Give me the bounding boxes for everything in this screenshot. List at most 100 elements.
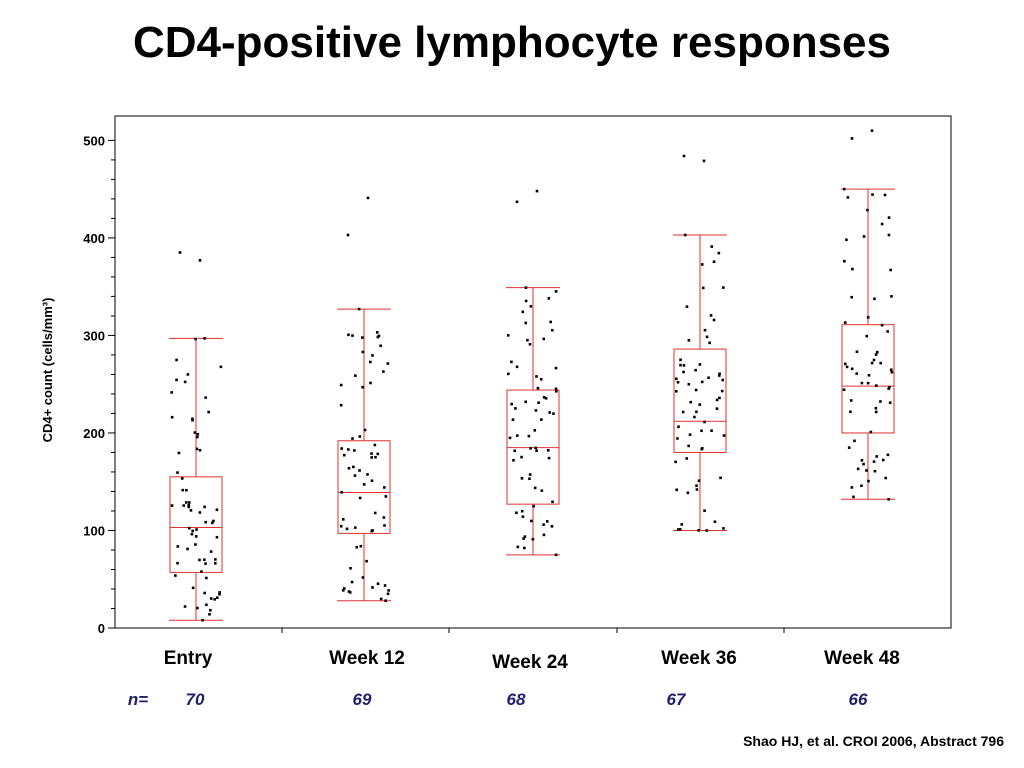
data-point <box>215 596 219 599</box>
data-point <box>170 504 174 507</box>
data-point <box>700 263 704 266</box>
data-point <box>708 341 711 345</box>
data-point <box>865 334 869 338</box>
data-point <box>506 334 510 337</box>
data-point <box>713 520 717 524</box>
data-point <box>850 367 854 371</box>
data-point <box>870 361 874 365</box>
data-point <box>879 361 882 365</box>
data-point <box>177 451 181 455</box>
data-point <box>353 374 357 377</box>
data-point <box>860 484 863 488</box>
data-point <box>347 466 351 470</box>
data-point <box>176 545 180 548</box>
data-point <box>357 307 361 311</box>
box-group-week-48 <box>841 188 895 500</box>
data-point <box>196 432 200 436</box>
outlier-point <box>535 189 539 193</box>
data-point <box>340 447 343 450</box>
data-point <box>183 380 187 384</box>
data-point <box>890 370 894 374</box>
outlier-point <box>682 154 686 158</box>
sample-size-label: 69 <box>352 690 372 709</box>
data-point <box>887 216 891 219</box>
data-point <box>347 448 350 451</box>
n-prefix-label: n= <box>127 690 149 709</box>
chart-title: CD4-positive lymphocyte responses <box>132 18 891 67</box>
data-point <box>184 501 188 504</box>
data-point <box>526 338 529 342</box>
data-point <box>534 409 538 412</box>
data-point <box>512 458 515 462</box>
plot-area <box>114 115 952 629</box>
data-point <box>514 407 517 410</box>
data-point <box>362 483 366 486</box>
data-point <box>675 488 679 492</box>
data-point <box>853 439 856 443</box>
sample-size-label: 67 <box>666 690 686 709</box>
data-point <box>682 364 686 367</box>
data-point <box>888 401 892 404</box>
data-point <box>528 342 532 346</box>
data-point <box>687 339 691 342</box>
data-point <box>880 222 884 226</box>
data-point <box>530 519 533 523</box>
data-point <box>383 584 387 587</box>
data-point <box>215 535 219 539</box>
data-point <box>683 233 687 237</box>
data-point <box>698 403 702 406</box>
data-point <box>871 193 874 196</box>
data-point <box>180 477 184 480</box>
iqr-box <box>169 476 223 573</box>
data-point <box>387 589 390 592</box>
data-point <box>540 489 544 492</box>
data-point <box>717 251 721 255</box>
data-point <box>550 328 554 332</box>
data-point <box>379 344 382 348</box>
data-point <box>524 321 528 325</box>
data-point <box>855 350 859 354</box>
data-point <box>508 436 512 440</box>
data-point <box>879 400 882 403</box>
iqr-box <box>337 440 391 534</box>
x-axis <box>281 628 785 633</box>
data-point <box>342 453 346 457</box>
data-point <box>889 268 892 272</box>
data-point <box>719 476 722 480</box>
data-point <box>209 597 213 600</box>
data-point <box>386 592 390 596</box>
data-point <box>347 333 350 337</box>
data-point <box>710 429 713 433</box>
data-point <box>353 474 357 477</box>
data-point <box>887 233 891 237</box>
data-point <box>515 511 518 515</box>
data-point <box>680 523 684 526</box>
data-point <box>520 455 523 459</box>
data-point <box>875 455 878 458</box>
data-point <box>187 526 191 530</box>
data-point <box>883 193 887 197</box>
data-point <box>845 238 848 242</box>
data-point <box>676 437 679 440</box>
data-point <box>215 508 219 512</box>
sample-size-label: 70 <box>185 690 205 709</box>
data-point <box>528 473 532 476</box>
data-point <box>214 558 217 561</box>
data-point <box>685 457 689 460</box>
data-point <box>687 444 690 448</box>
data-point <box>175 378 178 382</box>
data-point <box>383 486 386 489</box>
data-point <box>856 467 860 471</box>
data-point <box>717 374 721 377</box>
outlier-point <box>346 233 350 237</box>
data-point <box>700 429 703 433</box>
data-point <box>376 335 380 339</box>
data-point <box>361 350 365 354</box>
data-point <box>515 434 519 437</box>
data-point <box>373 511 377 515</box>
data-point <box>862 235 866 238</box>
data-point <box>697 479 701 483</box>
data-point <box>846 196 850 199</box>
plot-frame <box>114 115 952 629</box>
data-point <box>700 380 704 384</box>
